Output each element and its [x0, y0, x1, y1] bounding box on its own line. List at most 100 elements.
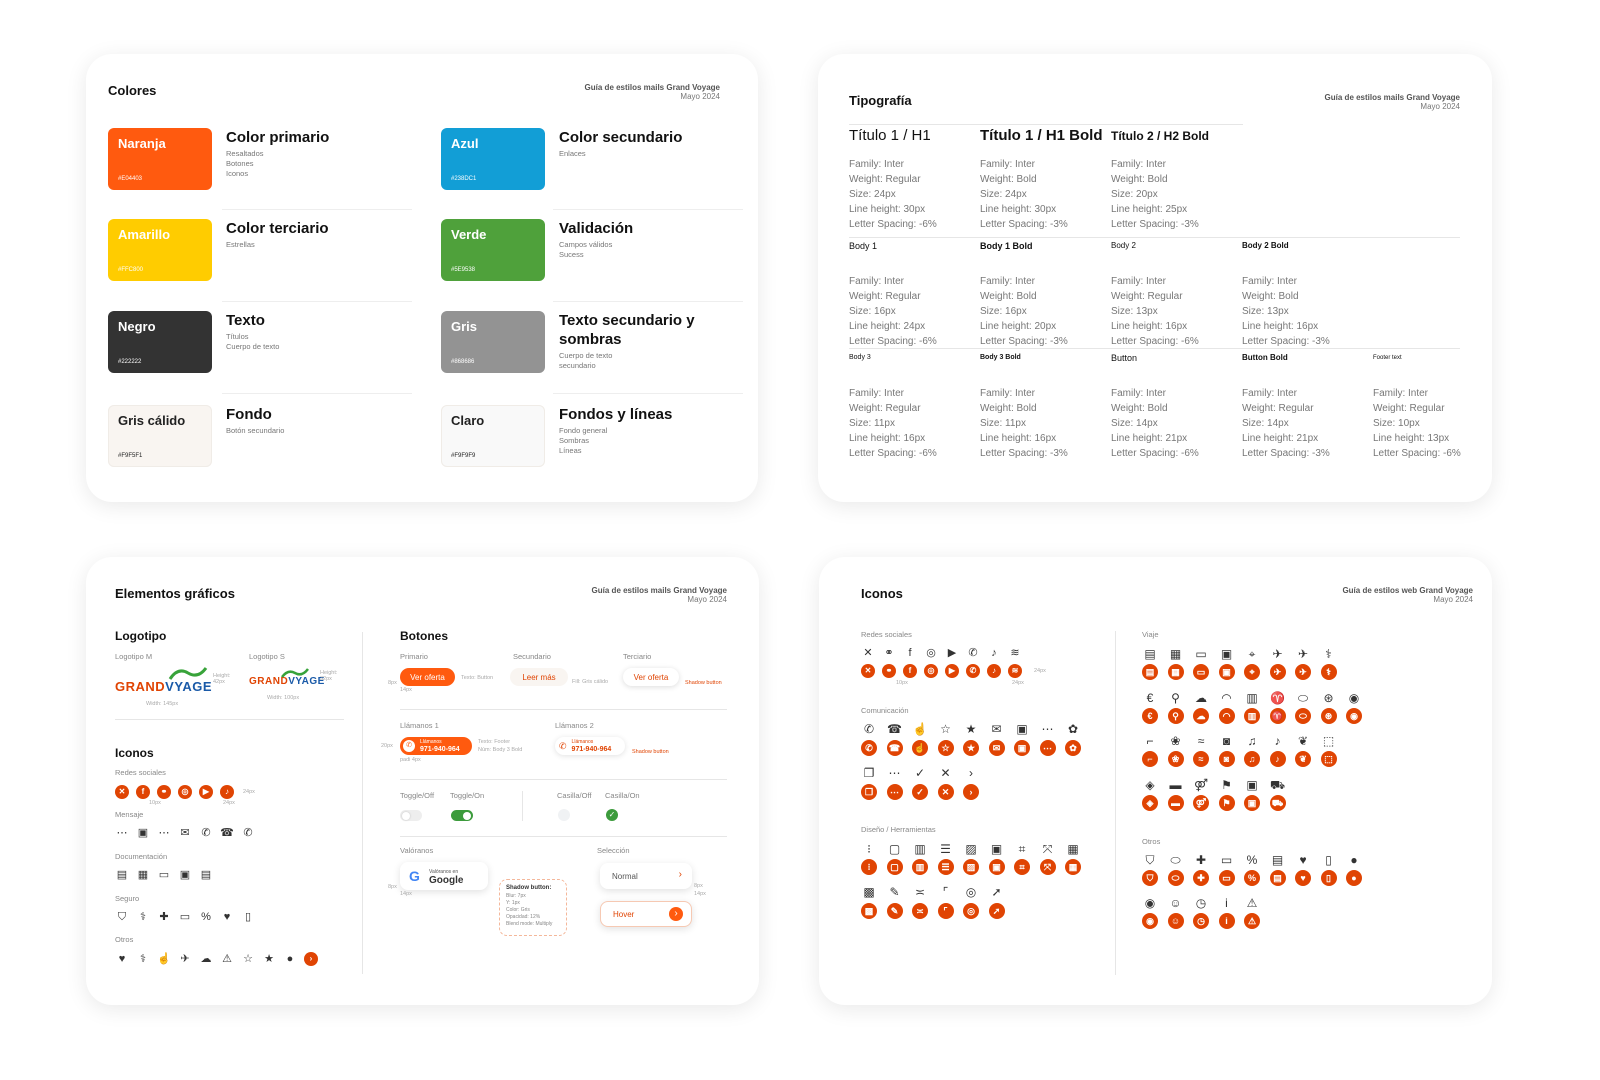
logo-m-height: Height: 42px: [213, 673, 231, 685]
mensaje-icons: ⋯ ▣ ⋯ ✉ ✆ ☎ ✆: [115, 826, 262, 840]
type-spec: Line height: 16px: [980, 433, 1057, 444]
star-outline-icon: ☆: [937, 740, 954, 756]
toggle-off-label: Toggle/Off: [400, 791, 435, 800]
type-spec: Line height: 30px: [980, 204, 1057, 215]
ver-oferta-tertiary-button[interactable]: Ver oferta: [623, 668, 679, 686]
color-hex: #238DC1: [451, 176, 477, 182]
cursor-icon: ➚: [988, 903, 1005, 919]
botones-title: Botones: [400, 629, 448, 643]
casilla-on-label: Casilla/On: [605, 791, 640, 800]
toggle-on[interactable]: [451, 810, 473, 821]
type-spec: Family: Inter: [1111, 159, 1167, 170]
select-hover[interactable]: Hover ›: [600, 901, 692, 927]
primario-label: Primario: [400, 652, 428, 661]
stethoscope-icon: ⚕: [1320, 664, 1337, 680]
viaje-outline-icons-2: € ⚲ ☁ ◠ ▥ ♈ ⬭ ⊛ ◉: [1142, 690, 1372, 706]
camera-icon: ◙: [1218, 751, 1235, 767]
otros-icons: ♥ ⚕ ☝ ✈ ☁ ⚠ ☆ ★ ● ›: [115, 952, 325, 966]
otros-outline-icons-2: ◉ ☺ ◷ i ⚠: [1142, 895, 1270, 911]
type-style-name: Título 1 / H1: [849, 127, 931, 144]
camera-icon: ◙: [1222, 734, 1231, 748]
logo-s: GRANDVYAGE: [249, 676, 325, 687]
color-uses: Enlaces: [559, 149, 729, 159]
llamanos2-button[interactable]: ✆ Llámanos 971-940-964: [555, 737, 625, 755]
location-icon: ◉: [1348, 691, 1360, 705]
steering-wheel-icon: ⊛: [1320, 708, 1337, 724]
document-icon: ▤: [200, 869, 212, 881]
divider: [849, 348, 1460, 349]
tipografia-meta: Guía de estilos mails Grand Voyage Mayo …: [1325, 93, 1460, 111]
logotipo-s-label: Logotipo S: [249, 652, 285, 661]
whatsapp-icon: ✆: [243, 827, 253, 839]
youtube-icon: ▶: [945, 664, 959, 678]
comment-icon: ⋯: [886, 784, 903, 800]
color-info: Fondo Botón secundario: [226, 405, 396, 467]
whatsapp-icon: ✆: [966, 664, 980, 678]
color-name: Claro: [451, 413, 485, 428]
divider: [553, 301, 743, 302]
seguro-icons: ⛉ ⚕ ✚ ▭% ♥ ▯: [115, 910, 262, 924]
leer-mas-secondary-button[interactable]: Leer más: [510, 668, 568, 686]
type-specs: Family: Inter Weight: Bold Size: 20px Line …: [1111, 157, 1209, 232]
diseno-filled-icons: ⁝ ▢ ▥ ☰ ▨ ▣ ⌗ ⤧ ▦: [861, 859, 1091, 875]
checkbox-off[interactable]: [558, 809, 570, 821]
meta-title: Guía de estilos mails Grand Voyage: [584, 83, 720, 92]
shirt-icon: ♈: [1269, 708, 1286, 724]
color-name: Naranja: [118, 136, 166, 151]
otros-outline-icons: ⛉ ⬭ ✚ ▭% ▤ ♥ ▯ ●: [1142, 852, 1372, 868]
pad-label: padi 4px: [400, 757, 421, 763]
type-spec: Weight: Bold: [1111, 403, 1168, 414]
llamanos2-label: Llámanos 2: [555, 721, 594, 730]
type-spec: Family: Inter: [980, 388, 1036, 399]
type-spec: Weight: Bold: [1111, 174, 1168, 185]
shadow-specs: Blur: 7px Y: 1px Color: Gris Opacidad: 12% B…: [506, 893, 552, 928]
stethoscope-icon: ⚕: [140, 953, 146, 965]
color-title: Texto secundario y sombras: [559, 312, 695, 348]
color-use: Botones: [226, 159, 254, 168]
shadow-spec: Blend mode: Multiply: [506, 921, 553, 927]
car-icon: ⛟: [1269, 795, 1286, 811]
meta-title: Guía de estilos web Grand Voyage: [1342, 586, 1473, 595]
ver-oferta-primary-button[interactable]: Ver oferta: [400, 668, 455, 686]
select-normal[interactable]: Normal ›: [600, 863, 692, 889]
corner-icon: ⌜: [937, 903, 954, 919]
user-circle-icon: ☺: [1167, 913, 1184, 929]
shield-swirl-icon: ◈: [1145, 778, 1155, 792]
toggle-off[interactable]: [400, 810, 422, 821]
shadow-spec: Opacidad: 12%: [506, 914, 541, 920]
type-spec: Family: Inter: [980, 276, 1036, 287]
star-filled-icon: ★: [965, 722, 977, 736]
google-review-button[interactable]: G Valóranos en Google: [400, 862, 488, 890]
redes-filled-icons: ✕ ⚭ f ◎ ▶ ✆ ♪ ≋: [861, 664, 1029, 678]
google-word: Google: [429, 875, 464, 886]
llamanos1-button[interactable]: ✆ Llámanos 971-940-964: [400, 737, 472, 755]
diseno-outline-icons: ⁝ ▢ ▥ ☰ ▨ ▣ ⌗ ⤧ ▦: [861, 841, 1091, 857]
shadow-spec: Color: Gris: [506, 907, 530, 913]
grid-icon: ▦: [1065, 859, 1081, 875]
type-spec: Line height: 30px: [849, 204, 926, 215]
tiktok-icon: ♪: [987, 664, 1001, 678]
nature-icon: ❦: [1295, 751, 1311, 767]
map-pin-icon: ⌖: [1248, 647, 1256, 661]
car-icon: ⛟: [1269, 778, 1286, 792]
corner-icon: ⌜: [942, 885, 949, 899]
euro-icon: €: [1146, 691, 1154, 705]
info-icon: i: [1225, 896, 1228, 910]
phone-icon: ✆: [201, 827, 211, 839]
carousel-icon: ▥: [912, 859, 928, 875]
type-spec: Size: 24px: [849, 189, 896, 200]
color-row: Claro #F9F9F9 Fondos y líneas Fondo general…: [441, 405, 729, 467]
elementos-meta: Guía de estilos mails Grand Voyage Mayo …: [592, 586, 727, 604]
comunicacion-label: Comunicación: [861, 706, 909, 715]
color-use: Sucess: [559, 250, 584, 259]
checkbox-on[interactable]: ✓: [606, 809, 618, 821]
divider: [553, 393, 743, 394]
fill-label: Fill: Gris cálido: [572, 679, 609, 685]
type-spec: Line height: 13px: [1373, 433, 1450, 444]
warning-icon: ⚠: [1246, 896, 1258, 910]
viaje-filled-icons-3: ⌐ ❀ ≈ ◙ ♫ ♪ ❦ ⬚: [1142, 751, 1346, 767]
star-filled-icon: ★: [963, 740, 979, 756]
card-icon: ▭: [179, 911, 191, 923]
color-row: Amarillo #FFC800 Color terciario Estrellas: [108, 219, 396, 281]
logo-s-swoosh: [281, 668, 309, 678]
